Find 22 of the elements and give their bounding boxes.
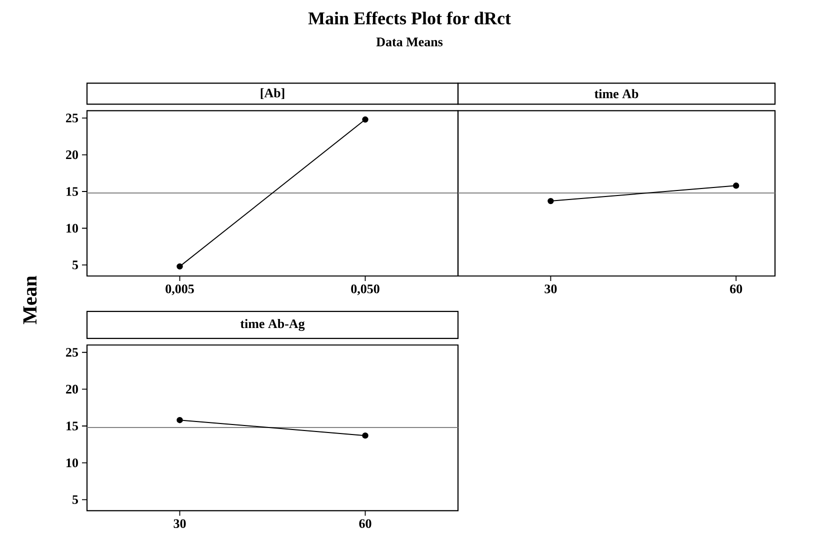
text: Main Effects Plot for dRct [308,12,511,24]
chart-title: time Ab [594,89,638,98]
y-tick-label: 5 [72,495,78,504]
text: Mean [23,276,37,324]
x-tick-label: 30 [174,519,186,528]
y-tick-label: 5 [72,260,78,270]
chart-title: time Ab-Ag [240,319,305,331]
y-tick-label: 25 [66,348,78,357]
y-tick-label: 10 [66,458,78,468]
x-tick-label: 60 [730,284,742,294]
y-tick-label: 20 [66,384,78,394]
x-tick-label: 0,005 [166,284,194,296]
x-tick-label: 30 [544,284,557,294]
y-tick-label: 15 [66,422,78,430]
chart-title: [Ab] [260,88,284,100]
y-tick-label: 10 [66,224,78,233]
y-tick-label: 25 [66,114,78,122]
y-tick-label: 15 [66,187,78,196]
text: Data Means [376,38,443,46]
y-tick-label: 20 [66,150,78,160]
x-tick-label: 0,050 [351,284,380,296]
x-tick-label: 60 [359,519,372,528]
